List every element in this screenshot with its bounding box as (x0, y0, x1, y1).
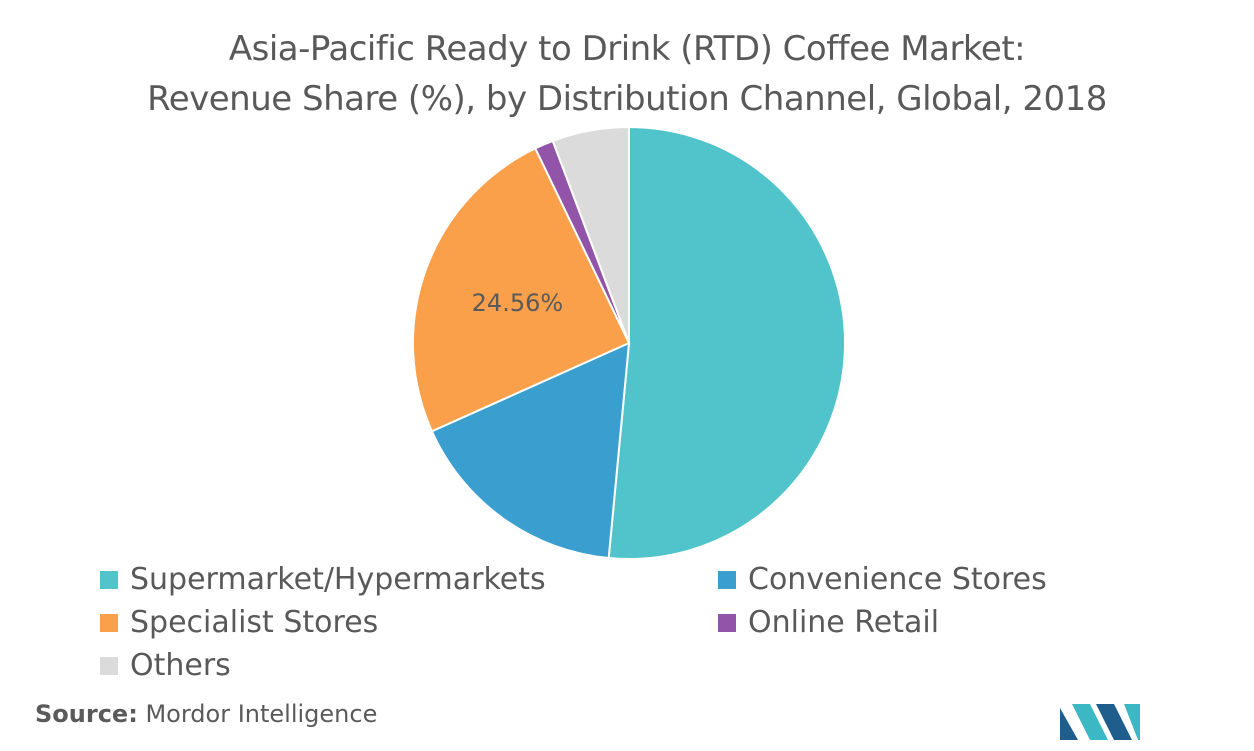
legend-swatch-online (718, 613, 736, 632)
pie-slice-others (551, 125, 630, 344)
legend-label-others: Others (130, 648, 231, 683)
legend-swatch-others (100, 656, 118, 675)
legend-swatch-convenience (718, 570, 736, 589)
legend-item-online: Online Retail (718, 605, 939, 640)
pie-slice-specialist-stores (412, 147, 631, 433)
mordor-intelligence-logo-icon (1060, 704, 1140, 740)
legend-label-online: Online Retail (748, 605, 940, 640)
source-text: Mordor Intelligence (145, 700, 378, 728)
legend-swatch-supermarket (100, 570, 118, 589)
legend-item-convenience: Convenience Stores (718, 562, 1047, 597)
data-label-specialist-stores: 24.56% (472, 289, 564, 317)
legend-label-convenience: Convenience Stores (748, 562, 1047, 597)
legend-item-supermarket: Supermarket/Hypermarkets (100, 562, 546, 597)
legend-swatch-specialist (100, 613, 118, 632)
chart-title-line1: Asia-Pacific Ready to Drink (RTD) Coffee… (228, 29, 1026, 69)
legend-label-specialist: Specialist Stores (130, 605, 379, 640)
legend-item-others: Others (100, 648, 231, 683)
source-note: Source: Mordor Intelligence (35, 700, 377, 728)
legend-label-supermarket: Supermarket/Hypermarkets (130, 562, 546, 597)
pie-slice-supermarket-hypermarkets (607, 125, 846, 560)
pie-slice-convenience-stores (430, 341, 631, 560)
chart-title-line2: Revenue Share (%), by Distribution Chann… (147, 79, 1107, 119)
legend-item-specialist: Specialist Stores (100, 605, 378, 640)
chart-title: Asia-Pacific Ready to Drink (RTD) Coffee… (0, 24, 1254, 124)
source-label: Source: (35, 700, 138, 728)
